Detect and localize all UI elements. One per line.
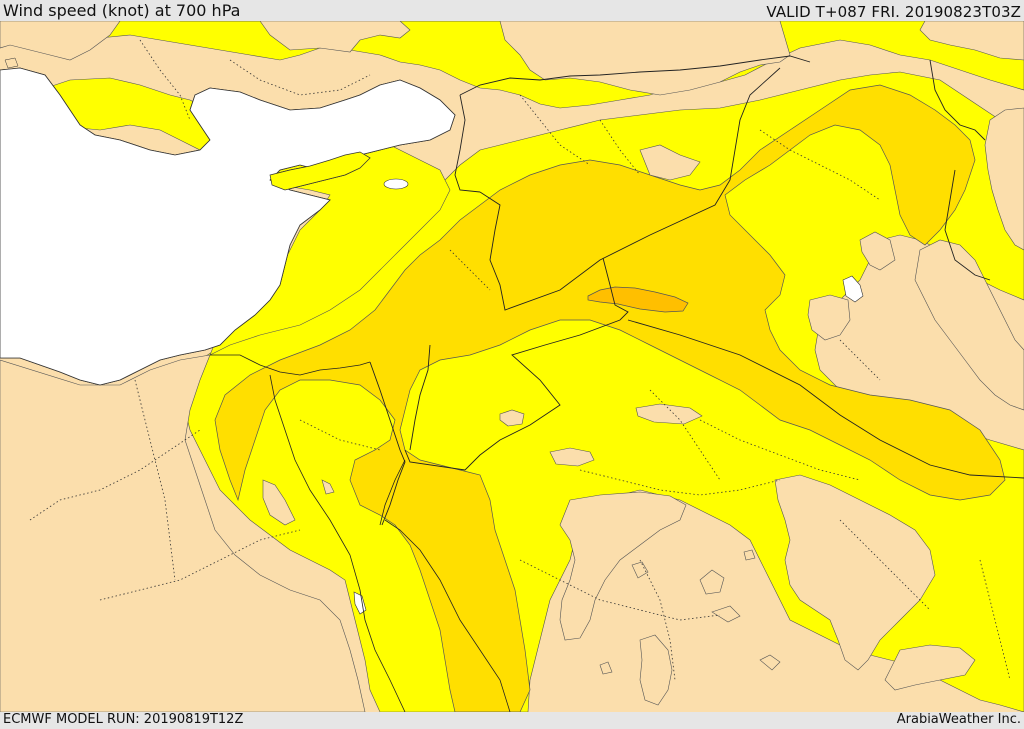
country-borders <box>369 55 1024 526</box>
coastlines <box>210 354 511 712</box>
low-wind-patches <box>262 107 1024 706</box>
cyprus-island-top <box>269 151 371 191</box>
map-canvas <box>0 21 1024 712</box>
northern-low-wind <box>0 21 1024 712</box>
map-title: Wind speed (knot) at 700 hPa <box>3 1 241 20</box>
dead-sea-lake <box>842 275 864 303</box>
credit-label: ArabiaWeather Inc. <box>896 712 1021 727</box>
wind-speed-map <box>0 21 1024 712</box>
wind-band-orange <box>587 286 689 313</box>
small-lake <box>383 178 409 190</box>
valid-time: VALID T+087 FRI. 20190823T03Z <box>766 3 1021 21</box>
wind-band-gold <box>214 84 1006 712</box>
map-header: Wind speed (knot) at 700 hPa VALID T+087… <box>0 0 1024 21</box>
admin-boundaries <box>29 39 1011 681</box>
mediterranean-sea-overlay <box>0 67 456 386</box>
wind-band-yellow <box>0 21 1024 712</box>
model-run-label: ECMWF MODEL RUN: 20190819T12Z <box>3 712 244 727</box>
map-footer: ECMWF MODEL RUN: 20190819T12Z ArabiaWeat… <box>0 712 1024 729</box>
